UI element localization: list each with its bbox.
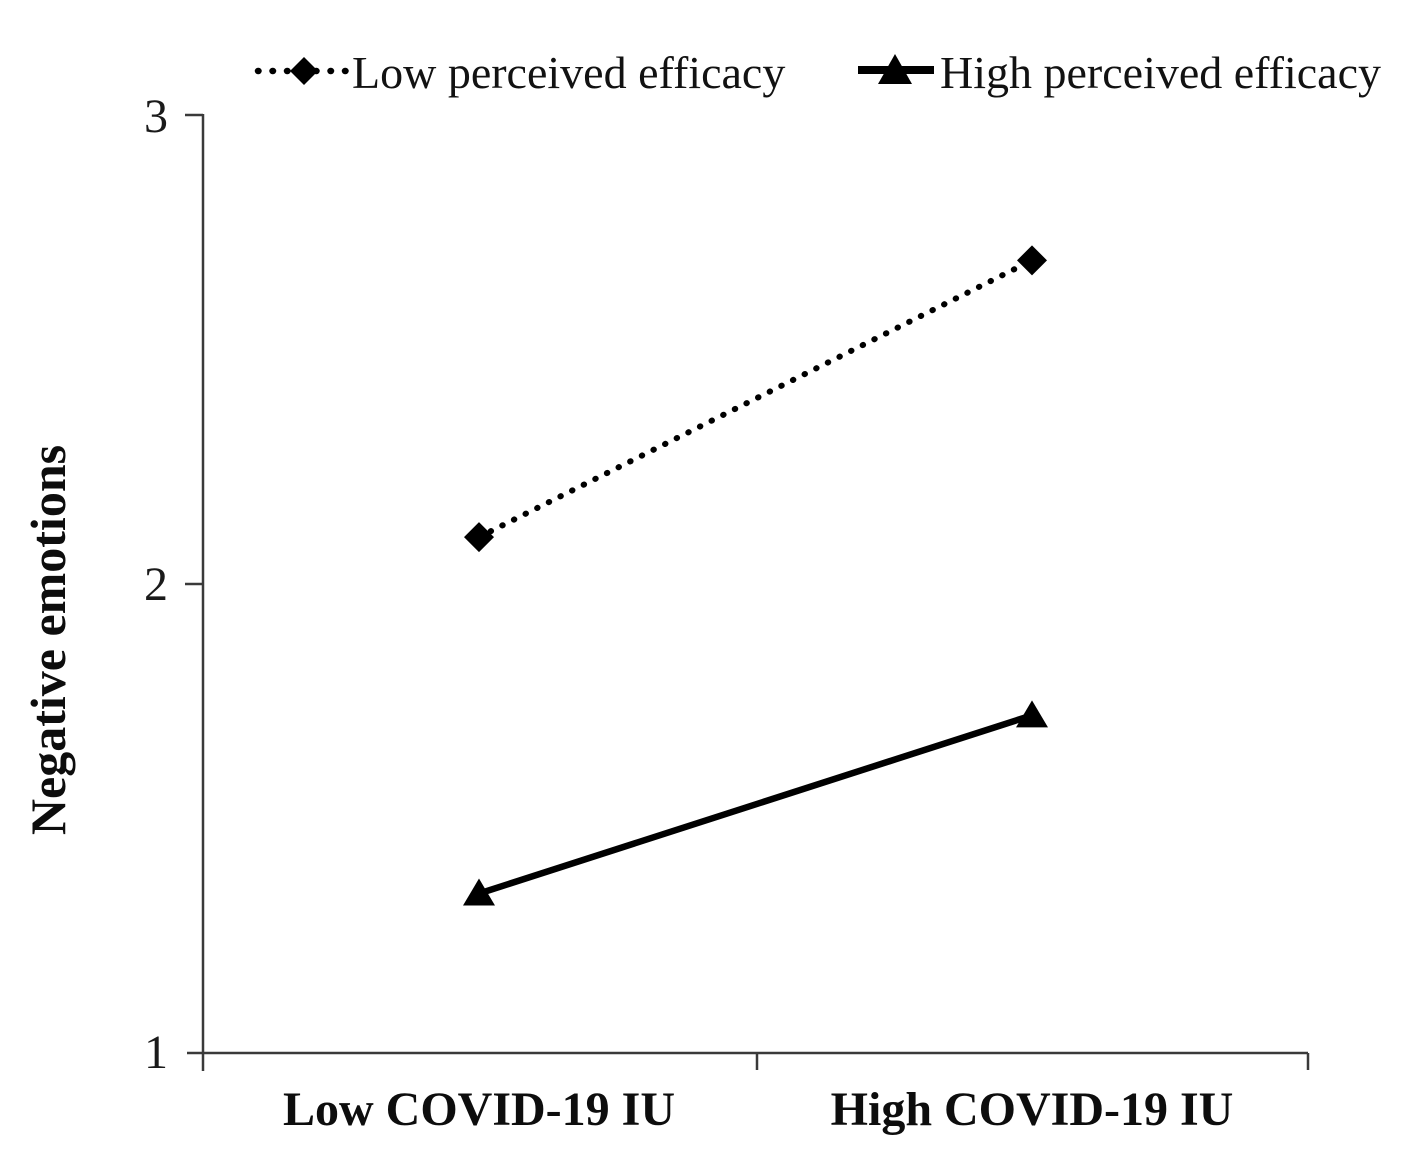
x-axis: Low COVID-19 IU High COVID-19 IU <box>187 1051 1310 1136</box>
triangle-marker <box>1016 700 1048 728</box>
series-line-dotted <box>476 257 1035 541</box>
legend-item-high-efficacy: High perceived efficacy <box>858 47 1381 98</box>
y-axis: 3 2 1 Negative emotions <box>20 90 205 1079</box>
series-layer <box>463 245 1048 906</box>
legend-label-high-efficacy: High perceived efficacy <box>940 47 1381 98</box>
legend-item-low-efficacy: Low perceived efficacy <box>254 47 785 98</box>
y-tick-label-2: 2 <box>144 558 168 611</box>
x-category-label-low: Low COVID-19 IU <box>283 1083 675 1136</box>
diamond-icon <box>290 57 318 85</box>
triangle-marker <box>463 878 495 906</box>
series-line-solid <box>478 712 1033 897</box>
x-category-label-high: High COVID-19 IU <box>831 1083 1234 1136</box>
diamond-marker <box>464 522 494 553</box>
diamond-marker <box>1017 245 1047 276</box>
legend: Low perceived efficacy High perceived ef… <box>254 47 1381 98</box>
legend-label-low-efficacy: Low perceived efficacy <box>352 47 785 98</box>
triangle-icon <box>878 54 912 84</box>
y-axis-title: Negative emotions <box>20 445 76 835</box>
y-tick-label-1: 1 <box>144 1026 168 1079</box>
y-tick-label-3: 3 <box>144 90 168 143</box>
